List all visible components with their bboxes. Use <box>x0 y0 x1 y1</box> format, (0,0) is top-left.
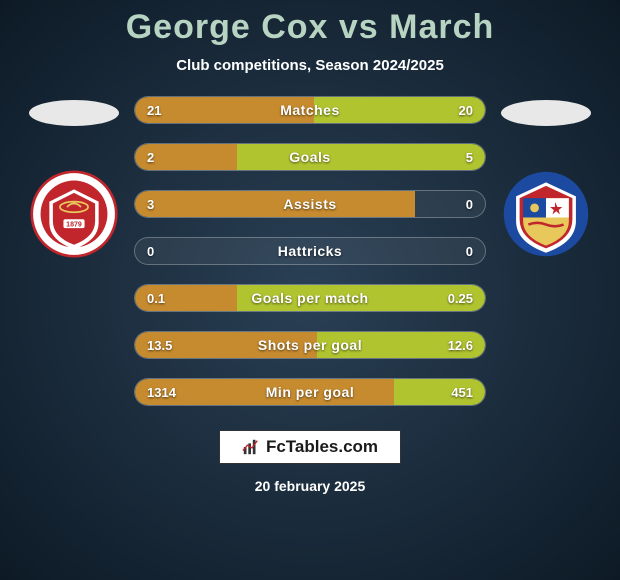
left-player-shadow <box>29 100 119 126</box>
right-player-col <box>486 96 606 258</box>
brand-label: FcTables.com <box>266 437 378 457</box>
stat-row: 1314451Min per goal <box>134 378 486 406</box>
right-player-shadow <box>501 100 591 126</box>
chart-icon <box>242 438 260 456</box>
stat-label: Goals <box>135 144 485 170</box>
comparison-panel: 1879 2120Matches 25Goals 30Assists 00Hattri… <box>0 96 620 406</box>
left-player-col: 1879 <box>14 96 134 258</box>
stat-row: 25Goals <box>134 143 486 171</box>
subtitle: Club competitions, Season 2024/2025 <box>0 57 620 74</box>
aldershot-crest <box>502 170 590 258</box>
stat-row: 0.10.25Goals per match <box>134 284 486 312</box>
stat-row: 30Assists <box>134 190 486 218</box>
stat-label: Assists <box>135 191 485 217</box>
stat-row: 13.512.6Shots per goal <box>134 331 486 359</box>
stat-label: Matches <box>135 97 485 123</box>
swindon-crest: 1879 <box>30 170 118 258</box>
stat-row: 2120Matches <box>134 96 486 124</box>
stat-label: Min per goal <box>135 379 485 405</box>
svg-text:1879: 1879 <box>66 221 82 228</box>
date-label: 20 february 2025 <box>255 478 366 494</box>
brand-badge: FcTables.com <box>219 430 401 464</box>
stat-label: Goals per match <box>135 285 485 311</box>
stat-label: Hattricks <box>135 238 485 264</box>
page-title: George Cox vs March <box>0 8 620 47</box>
stat-row: 00Hattricks <box>134 237 486 265</box>
stats-column: 2120Matches 25Goals 30Assists 00Hattricks 0.… <box>134 96 486 406</box>
stat-label: Shots per goal <box>135 332 485 358</box>
